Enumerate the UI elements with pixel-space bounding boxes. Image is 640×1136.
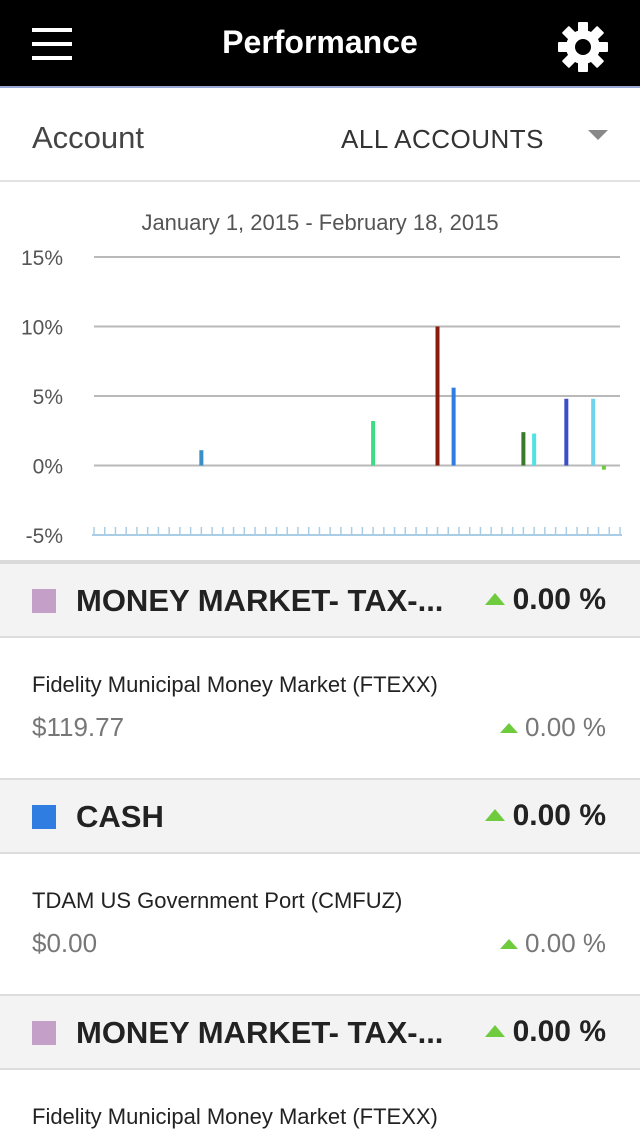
holding-name: Fidelity Municipal Money Market (FTEXX)	[32, 1104, 438, 1129]
chart-bar	[521, 432, 526, 466]
account-label: Account	[32, 120, 145, 155]
section-divider	[0, 560, 640, 564]
top-navigation-bar: Performance	[0, 0, 640, 88]
chart-bar	[591, 398, 596, 466]
group-percent: 0.00 %	[484, 583, 606, 617]
holding-percent: 0.00 %	[500, 928, 606, 959]
performance-chart: January 1, 2015 - February 18, 2015 15% 1…	[0, 182, 640, 562]
chart-bar	[601, 465, 606, 470]
y-tick-label: 15%	[21, 247, 63, 270]
up-arrow-icon	[484, 809, 505, 821]
y-tick-label: -5%	[26, 525, 63, 548]
y-tick-label: 10%	[21, 317, 63, 340]
holding-row[interactable]: Fidelity Municipal Money Market (FTEXX) …	[0, 638, 640, 780]
up-arrow-icon	[484, 593, 505, 605]
account-dropdown-value[interactable]: ALL ACCOUNTS	[341, 124, 544, 154]
chart-bar	[532, 433, 537, 466]
gear-icon[interactable]	[556, 20, 610, 74]
group-percent: 0.00 %	[484, 799, 606, 833]
holding-row[interactable]: TDAM US Government Port (CMFUZ) $0.00 0.…	[0, 854, 640, 996]
y-tick-label: 5%	[33, 386, 63, 409]
group-name: MONEY MARKET- TAX-...	[76, 583, 444, 618]
page-title: Performance	[222, 24, 418, 60]
up-arrow-icon	[500, 939, 519, 949]
account-selector-row[interactable]: Account ALL ACCOUNTS	[0, 90, 640, 182]
chart-canvas: 15% 10% 5% 0% -5%	[21, 247, 622, 548]
hamburger-menu-icon[interactable]	[32, 28, 72, 60]
holding-value: $0.00	[32, 928, 98, 958]
group-header-cash[interactable]: CASH 0.00 %	[0, 780, 640, 854]
holding-name: TDAM US Government Port (CMFUZ)	[32, 888, 403, 913]
chart-date-range: January 1, 2015 - February 18, 2015	[141, 210, 499, 235]
y-tick-label: 0%	[33, 456, 63, 479]
group-header-money-market[interactable]: MONEY MARKET- TAX-... 0.00 %	[0, 996, 640, 1070]
chart-bar	[435, 326, 440, 466]
group-percent: 0.00 %	[484, 1015, 606, 1049]
group-color-swatch	[32, 589, 56, 613]
group-name: CASH	[76, 799, 164, 834]
group-header-money-market[interactable]: MONEY MARKET- TAX-... 0.00 %	[0, 564, 640, 638]
dropdown-caret-icon[interactable]	[588, 130, 608, 140]
holding-value: $119.77	[32, 712, 125, 742]
chart-bar	[564, 398, 569, 466]
group-color-swatch	[32, 1021, 56, 1045]
holding-percent: 0.00 %	[500, 712, 606, 743]
holding-name: Fidelity Municipal Money Market (FTEXX)	[32, 672, 438, 697]
group-color-swatch	[32, 805, 56, 829]
up-arrow-icon	[484, 1025, 505, 1037]
up-arrow-icon	[500, 723, 519, 733]
chart-bar	[199, 450, 204, 466]
group-name: MONEY MARKET- TAX-...	[76, 1015, 444, 1050]
holding-row[interactable]: Fidelity Municipal Money Market (FTEXX)	[0, 1070, 640, 1136]
chart-bar	[371, 421, 376, 466]
chart-bar	[451, 387, 456, 466]
